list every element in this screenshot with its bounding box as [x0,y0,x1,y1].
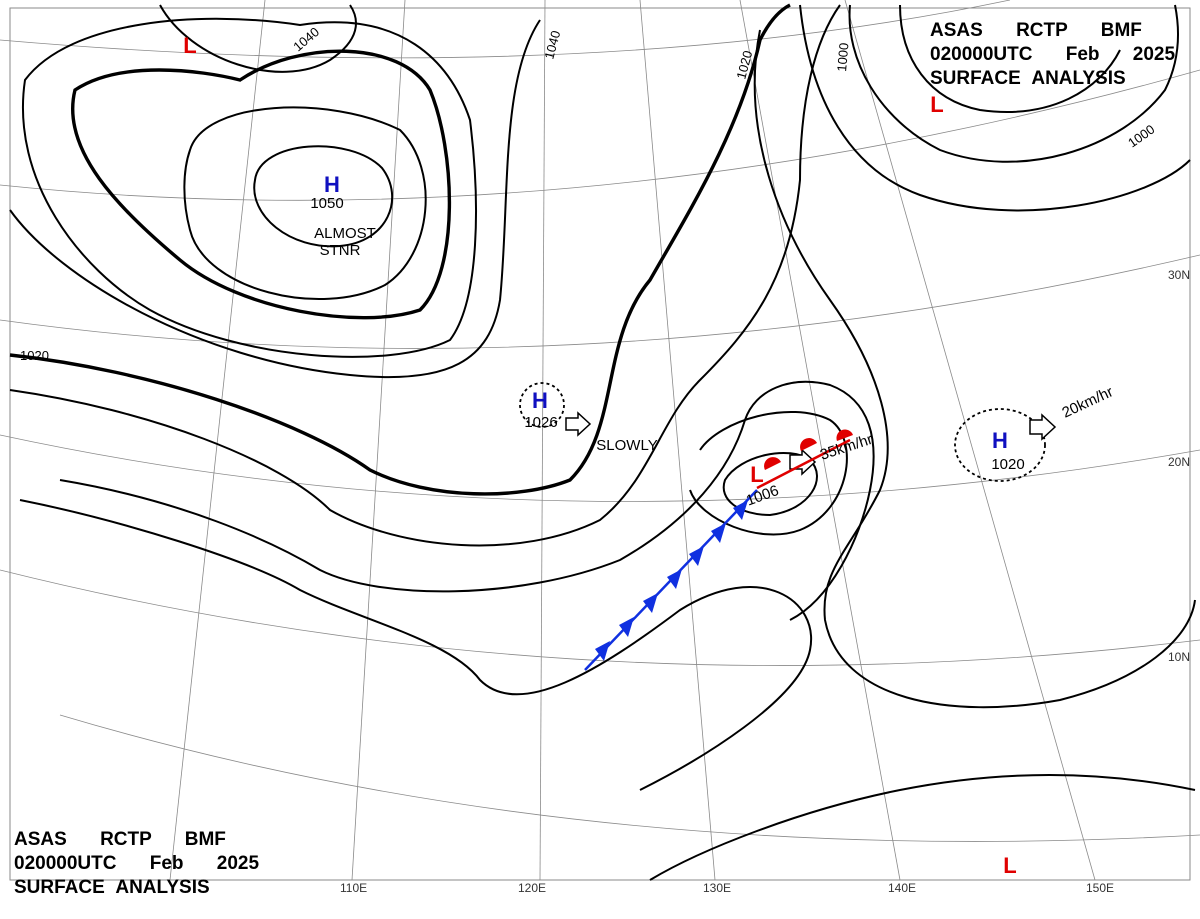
map-shape [689,546,704,566]
center-symbol: H [992,428,1008,453]
map-shape [739,0,901,881]
longitude-label: 120E [518,881,546,895]
center-symbol: L [930,92,943,117]
latitude-label: 10N [1168,650,1190,664]
center-symbol: L [1003,853,1016,878]
map-shape [595,641,610,661]
fronts [584,429,853,671]
map-shape [667,569,682,589]
map-shape [764,457,781,470]
isobar-label: 1040 [541,29,563,61]
center-symbol: H [324,172,340,197]
map-shape [800,438,817,451]
isobar-label: 1020 [20,348,49,363]
longitude-label: 110E [340,881,367,895]
map-shape [689,411,848,536]
map-shape [0,434,1200,502]
annotation: STNR [320,242,361,259]
annotation: ALMOST [314,225,376,242]
footer-line: ASAS RCTP BMF [14,829,226,850]
map-shape [0,69,1200,201]
center-pressure: 1026 [524,414,557,431]
map-shape [59,380,875,621]
map-shape [643,593,658,613]
map-shape [1029,413,1057,441]
isobar-label: 1020 [733,49,755,81]
map-shape [639,0,716,881]
map-shape [753,29,1196,709]
center-symbol: L [183,33,196,58]
map-shape [848,4,1179,163]
longitude-label: 140E [888,881,916,895]
map-shape [0,254,1200,349]
map-shape [253,145,393,248]
footer-line: SURFACE ANALYSIS [14,877,210,898]
map-shape [619,617,634,637]
map-shape [9,7,1191,881]
longitude-label: 130E [703,881,731,895]
map-shape [954,408,1046,482]
longitude-label: 150E [1086,881,1114,895]
annotation: SLOWLY [596,437,657,454]
map-shape [519,382,565,428]
center-pressure: 1020 [991,456,1024,473]
map-shape [844,0,1096,881]
map-shape [351,0,406,881]
center-outlines [519,382,1057,482]
map-shape [159,4,357,73]
map-shape [649,774,1196,881]
center-pressure: 1050 [310,195,343,212]
map-shape [9,4,841,547]
graticule [0,0,1200,881]
map-shape [183,106,427,300]
header-line: SURFACE ANALYSIS [930,68,1126,89]
footer-line: 020000UTC Feb 2025 [14,853,259,874]
map-shape [59,714,1200,842]
map-shape [169,0,266,881]
header-line: ASAS RCTP BMF [930,20,1142,41]
map-shape [9,3,791,496]
map-shape [836,429,853,441]
map-shape [565,411,592,437]
map-shape [22,17,477,358]
map-shape [9,19,541,379]
map-shape [711,523,726,543]
center-symbol: L [750,462,763,487]
map-shape [0,569,1200,666]
latitude-label: 30N [1168,268,1190,282]
map-shape [899,4,1121,113]
map-shape [19,499,813,791]
map-shape [71,49,452,320]
map-shape [756,438,851,490]
map-shape [799,4,1191,212]
isobar-label: 1000 [834,42,851,72]
map-shape [0,0,1011,59]
isobars [9,3,1196,881]
header-line: 020000UTC Feb 2025 [930,44,1175,65]
latitude-label: 20N [1168,455,1190,469]
map-shape [733,500,748,520]
map-shape [539,0,546,881]
center-symbol: H [532,388,548,413]
